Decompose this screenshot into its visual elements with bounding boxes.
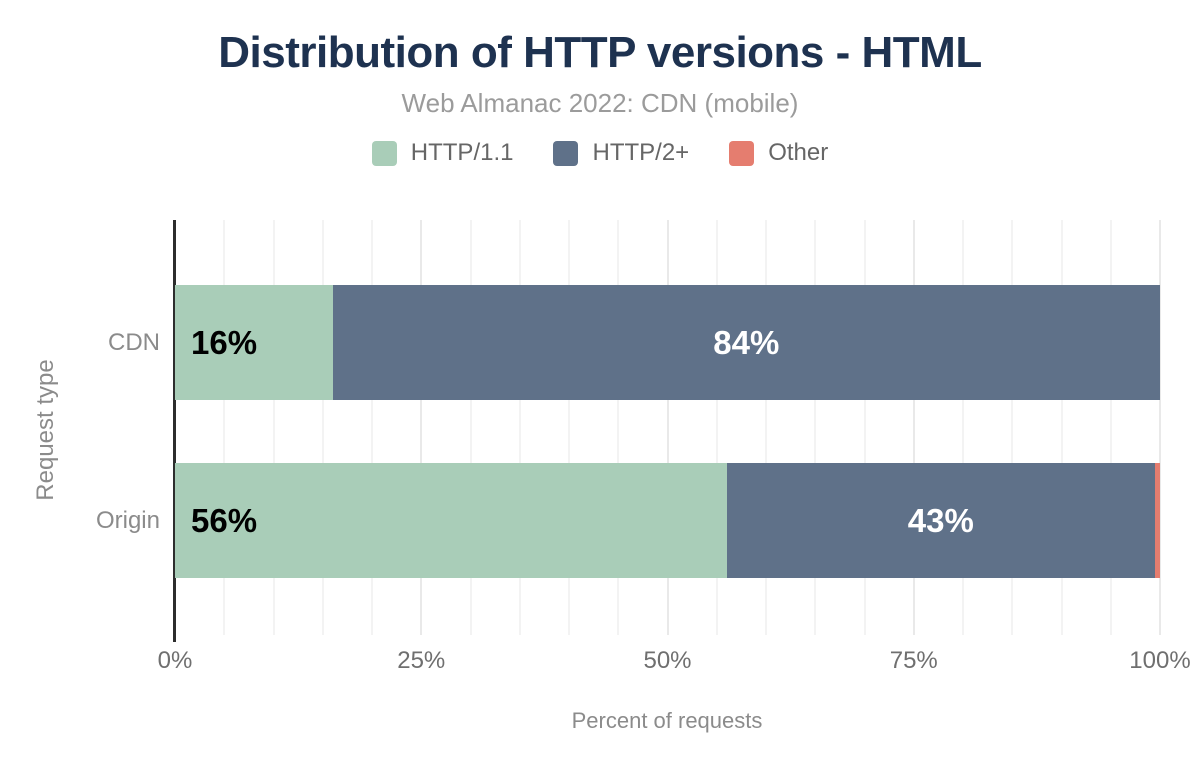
legend-item-http-1-1[interactable]: HTTP/1.1 — [372, 139, 514, 167]
x-tick-label-100: 100% — [1129, 647, 1190, 675]
bar-segment-origin-http-1-1: 56% — [175, 463, 727, 578]
category-label-cdn: CDN — [0, 285, 160, 400]
legend-swatch — [553, 141, 578, 166]
x-tick-label-50: 50% — [643, 647, 691, 675]
chart-subtitle: Web Almanac 2022: CDN (mobile) — [0, 88, 1200, 119]
bar-segment-cdn-http-1-1: 16% — [175, 285, 333, 400]
x-tick-label-75: 75% — [890, 647, 938, 675]
legend-item-http-2-[interactable]: HTTP/2+ — [553, 139, 689, 167]
legend-item-other[interactable]: Other — [729, 139, 828, 167]
bar-value-label: 43% — [908, 502, 974, 540]
legend-item-label: Other — [768, 139, 828, 167]
bar-value-label: 84% — [713, 324, 779, 362]
x-tick-label-0: 0% — [158, 647, 193, 675]
legend-item-label: HTTP/1.1 — [411, 139, 514, 167]
legend: HTTP/1.1 HTTP/2+ Other — [0, 139, 1200, 167]
y-axis-title: Request type — [32, 359, 60, 500]
legend-swatch — [372, 141, 397, 166]
bar-row-origin: 56% 43% — [175, 463, 1160, 578]
bar-value-label: 16% — [175, 324, 257, 362]
category-label-origin: Origin — [0, 463, 160, 578]
x-tick-label-25: 25% — [397, 647, 445, 675]
bar-segment-origin-http-2-: 43% — [727, 463, 1155, 578]
chart-title: Distribution of HTTP versions - HTML — [0, 30, 1200, 76]
bar-segment-origin-other — [1155, 463, 1160, 578]
legend-item-label: HTTP/2+ — [592, 139, 689, 167]
bar-segment-cdn-http-2-: 84% — [333, 285, 1160, 400]
bar-value-label: 56% — [175, 502, 257, 540]
y-axis-line — [173, 220, 176, 642]
legend-swatch — [729, 141, 754, 166]
bar-row-cdn: 16% 84% — [175, 285, 1160, 400]
x-axis-title: Percent of requests — [572, 708, 763, 734]
